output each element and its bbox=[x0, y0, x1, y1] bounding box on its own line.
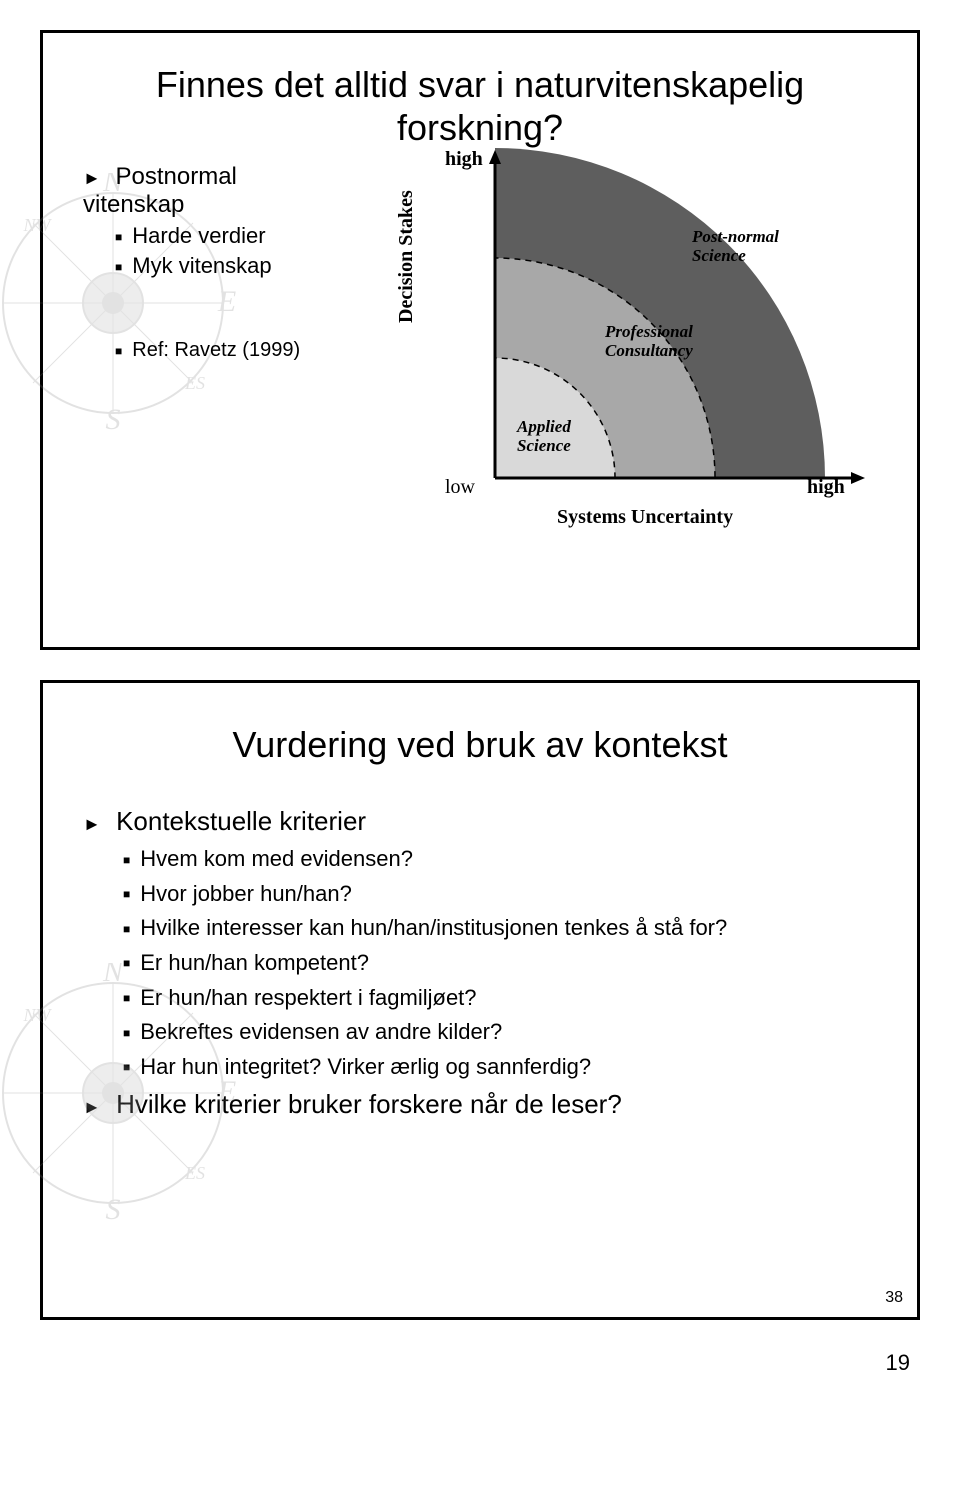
svg-text:S: S bbox=[106, 403, 121, 433]
item-5: Bekreftes evidensen av andre kilder? bbox=[123, 1018, 877, 1047]
bullet-harde: Harde verdier bbox=[115, 223, 343, 249]
y-axis-title: Decision Stakes bbox=[395, 190, 418, 323]
region-applied: Applied Science bbox=[517, 418, 597, 455]
slide1-left-column: Postnormal vitenskap Harde verdier Myk v… bbox=[83, 163, 343, 366]
svg-text:NW: NW bbox=[23, 215, 53, 235]
svg-text:NW: NW bbox=[23, 1005, 53, 1025]
bullet-myk: Myk vitenskap bbox=[115, 253, 343, 279]
bullet-ref: Ref: Ravetz (1999) bbox=[115, 339, 343, 362]
item-4: Er hun/han respektert i fagmiljøet? bbox=[123, 984, 877, 1013]
item-3: Er hun/han kompetent? bbox=[123, 949, 877, 978]
bullet-kontekstuelle-text: Kontekstuelle kriterier bbox=[116, 806, 366, 836]
svg-text:S: S bbox=[106, 1193, 121, 1223]
slide-number: 38 bbox=[885, 1289, 903, 1307]
bullet-closing: Hvilke kriterier bruker forskere når de … bbox=[83, 1089, 877, 1120]
bullet-closing-text: Hvilke kriterier bruker forskere når de … bbox=[116, 1089, 622, 1119]
item-0: Hvem kom med evidensen? bbox=[123, 845, 877, 874]
postnormal-diagram: high low high Decision Stakes Systems Un… bbox=[387, 148, 867, 548]
y-low-label: low bbox=[445, 476, 475, 499]
item-1: Hvor jobber hun/han? bbox=[123, 880, 877, 909]
bullet-postnormal-text: Postnormal vitenskap bbox=[83, 163, 237, 218]
x-axis-title: Systems Uncertainty bbox=[557, 506, 733, 529]
page-container: N E S NW ES bbox=[0, 30, 960, 1376]
svg-text:ES: ES bbox=[184, 1163, 205, 1183]
slide1-title: Finnes det alltid svar i naturvitenskape… bbox=[83, 63, 877, 149]
slide2-title: Vurdering ved bruk av kontekst bbox=[83, 723, 877, 766]
slide-2: N E S NW ES Vurdering ved bruk av kontek… bbox=[40, 680, 920, 1320]
bullet-kontekstuelle: Kontekstuelle kriterier bbox=[83, 806, 877, 837]
bullet-postnormal: Postnormal vitenskap bbox=[83, 163, 343, 219]
item-2: Hvilke interesser kan hun/han/institusjo… bbox=[123, 914, 877, 943]
reference-block: Ref: Ravetz (1999) bbox=[115, 339, 343, 362]
region-postnormal: Post-normal Science bbox=[692, 228, 802, 265]
region-professional: Professional Consultancy bbox=[605, 323, 715, 360]
y-high-label: high bbox=[445, 148, 483, 171]
item-6: Har hun integritet? Virker ærlig og sann… bbox=[123, 1053, 877, 1082]
page-number: 19 bbox=[0, 1350, 910, 1376]
slide-1: N E S NW ES bbox=[40, 30, 920, 650]
slide2-list: Kontekstuelle kriterier Hvem kom med evi… bbox=[83, 806, 877, 1120]
x-high-label: high bbox=[807, 476, 845, 499]
svg-text:ES: ES bbox=[184, 373, 205, 393]
